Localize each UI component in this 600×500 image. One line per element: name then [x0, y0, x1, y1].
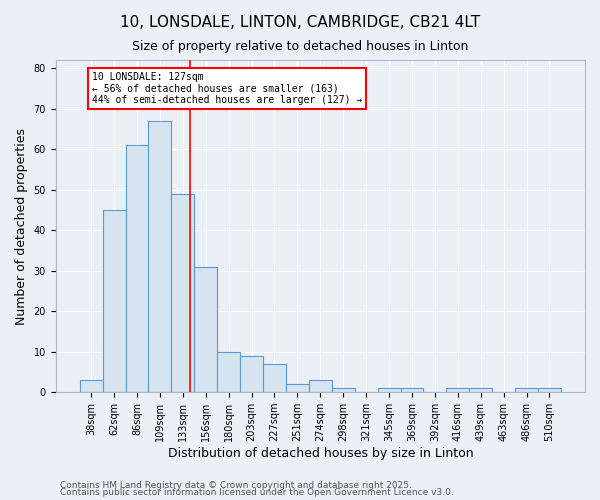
Text: 10 LONSDALE: 127sqm
← 56% of detached houses are smaller (163)
44% of semi-detac: 10 LONSDALE: 127sqm ← 56% of detached ho…	[92, 72, 362, 106]
Bar	[217, 352, 240, 392]
Bar	[538, 388, 561, 392]
Bar	[80, 380, 103, 392]
Text: Size of property relative to detached houses in Linton: Size of property relative to detached ho…	[132, 40, 468, 53]
Bar	[309, 380, 332, 392]
Text: Contains public sector information licensed under the Open Government Licence v3: Contains public sector information licen…	[60, 488, 454, 497]
Bar	[332, 388, 355, 392]
Bar	[515, 388, 538, 392]
Bar	[148, 121, 172, 392]
Bar	[286, 384, 309, 392]
Bar	[172, 194, 194, 392]
X-axis label: Distribution of detached houses by size in Linton: Distribution of detached houses by size …	[167, 447, 473, 460]
Bar	[446, 388, 469, 392]
Bar	[377, 388, 401, 392]
Bar	[469, 388, 492, 392]
Y-axis label: Number of detached properties: Number of detached properties	[15, 128, 28, 324]
Text: Contains HM Land Registry data © Crown copyright and database right 2025.: Contains HM Land Registry data © Crown c…	[60, 480, 412, 490]
Bar	[240, 356, 263, 392]
Bar	[125, 145, 148, 392]
Bar	[194, 266, 217, 392]
Bar	[401, 388, 424, 392]
Bar	[263, 364, 286, 392]
Text: 10, LONSDALE, LINTON, CAMBRIDGE, CB21 4LT: 10, LONSDALE, LINTON, CAMBRIDGE, CB21 4L…	[120, 15, 480, 30]
Bar	[103, 210, 125, 392]
